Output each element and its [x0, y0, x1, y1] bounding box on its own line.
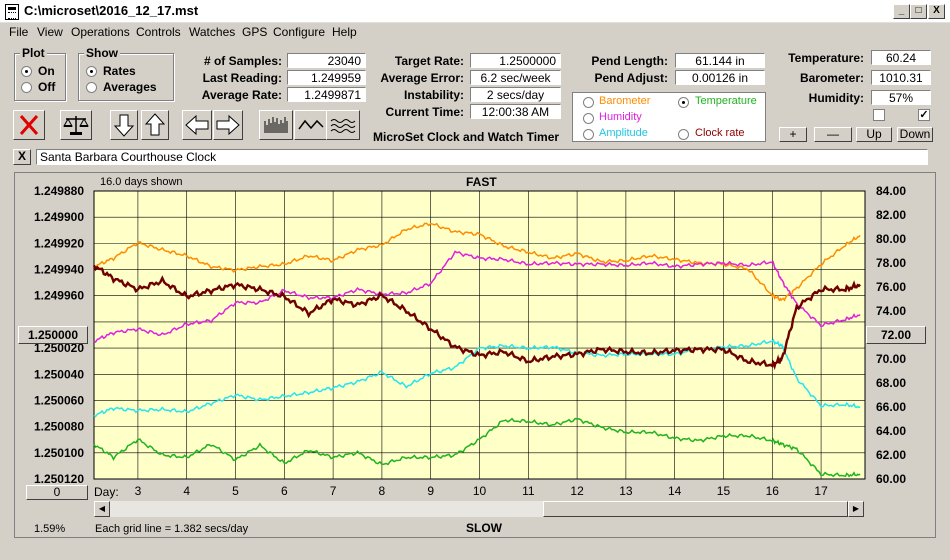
- left-axis-label: 1.250060: [34, 393, 84, 407]
- x-tick-label: 17: [814, 484, 828, 498]
- right-axis-label: 84.00: [876, 184, 906, 198]
- left-axis-label: 1.249960: [34, 289, 84, 303]
- right-axis-label: 76.00: [876, 280, 906, 294]
- center-temp-button[interactable]: 72.00: [866, 326, 926, 344]
- x-tick-label: 6: [281, 484, 288, 498]
- x-tick-label: 10: [473, 484, 487, 498]
- x-tick-label: 5: [232, 484, 239, 498]
- x-tick-label: 9: [427, 484, 434, 498]
- x-tick-label: 11: [522, 484, 535, 498]
- zero-button[interactable]: 0: [26, 485, 88, 500]
- left-axis-label: 1.249900: [34, 210, 84, 224]
- left-axis-label: 1.249880: [34, 184, 84, 198]
- right-axis-label: 74.00: [876, 304, 906, 318]
- x-tick-label: 7: [330, 484, 337, 498]
- left-axis-label: 1.250040: [34, 367, 84, 381]
- x-tick-label: 12: [570, 484, 584, 498]
- center-rate-button[interactable]: 1.250000: [18, 326, 88, 344]
- right-axis-label: 68.00: [876, 376, 906, 390]
- scroll-right-arrow[interactable]: ▶: [848, 501, 864, 517]
- left-axis-label: 1.250100: [34, 446, 84, 460]
- right-axis-label: 62.00: [876, 448, 906, 462]
- x-tick-label: 16: [766, 484, 780, 498]
- left-axis-label: 1.250120: [34, 472, 84, 486]
- x-tick-label: 8: [379, 484, 386, 498]
- x-tick-label: 14: [668, 484, 682, 498]
- x-tick-label: 4: [183, 484, 190, 498]
- x-tick-label: 15: [717, 484, 731, 498]
- x-tick-label: 3: [135, 484, 142, 498]
- right-axis-label: 64.00: [876, 424, 906, 438]
- percent-label: 1.59%: [34, 523, 65, 535]
- right-axis-label: 82.00: [876, 208, 906, 222]
- right-axis-label: 60.00: [876, 472, 906, 486]
- right-axis-label: 80.00: [876, 232, 906, 246]
- right-axis-label: 66.00: [876, 400, 906, 414]
- right-axis-label: 70.00: [876, 352, 906, 366]
- grid-note: Each grid line = 1.382 secs/day: [95, 523, 248, 535]
- day-label: Day:: [94, 485, 119, 499]
- scrollbar-thumb[interactable]: [543, 501, 848, 517]
- left-axis-label: 1.249940: [34, 263, 84, 277]
- x-tick-label: 13: [619, 484, 633, 498]
- left-axis-label: 1.250080: [34, 420, 84, 434]
- right-axis-label: 78.00: [876, 256, 906, 270]
- left-axis-label: 1.249920: [34, 236, 84, 250]
- scroll-left-arrow[interactable]: ◀: [94, 501, 110, 517]
